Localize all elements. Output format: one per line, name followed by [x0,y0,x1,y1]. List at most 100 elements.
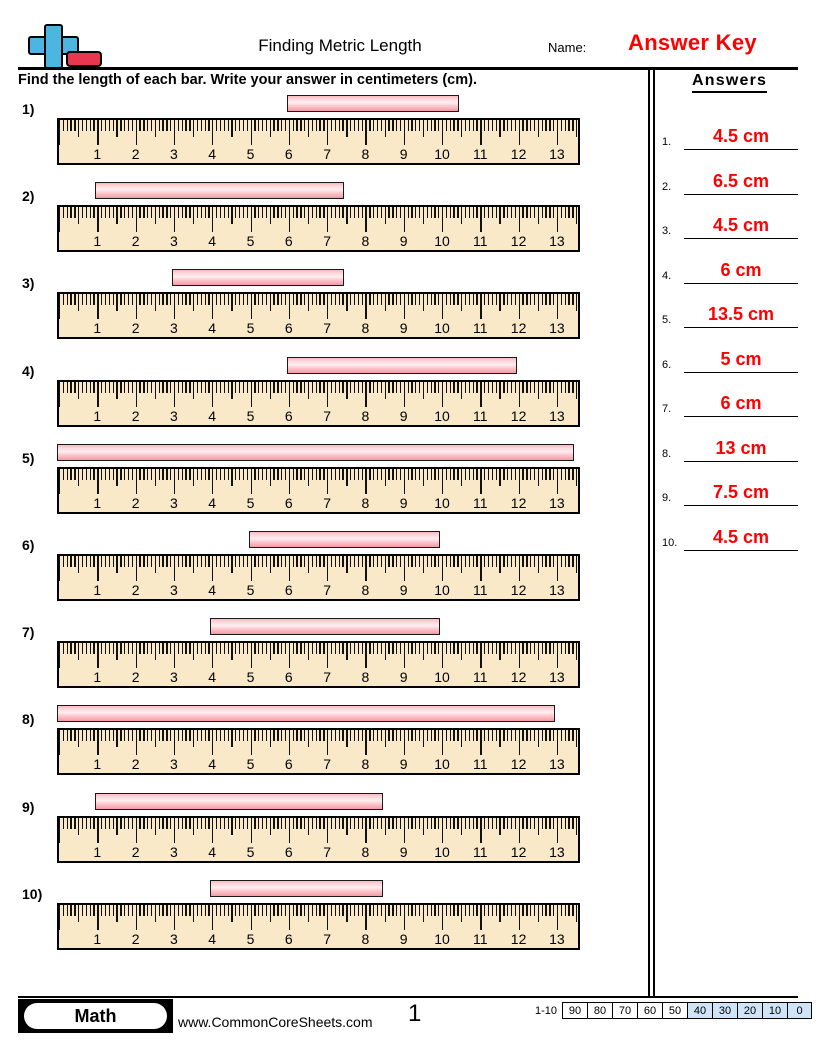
score-cell[interactable]: 0 [787,1002,813,1019]
ruler-tick-half [576,294,578,312]
ruler-tick-mm [273,817,275,829]
ruler-tick-mm [74,468,76,480]
answer-value: 13 cm [715,437,767,458]
answer-write-line[interactable] [684,123,798,150]
score-cell[interactable]: 20 [737,1002,763,1019]
answer-write-line[interactable] [684,257,798,284]
ruler-tick-mm [139,468,141,480]
answer-value: 4.5 cm [712,126,770,146]
answer-write-line[interactable] [684,479,798,506]
ruler-tick-mm [484,817,486,829]
ruler-tick-mm [85,294,88,306]
score-cell[interactable]: 60 [637,1002,663,1019]
ruler-tick-mm [510,556,513,567]
ruler-tick-mm [108,468,111,480]
ruler-tick-half [307,468,310,486]
header-divider [18,67,798,70]
score-cell[interactable]: 40 [687,1002,713,1019]
ruler-tick-mm [93,556,95,567]
ruler-tick-cm [365,207,367,233]
answer-write-line[interactable] [684,212,798,239]
ruler-tick-mm [510,468,513,480]
ruler-tick-mm [85,904,88,916]
ruler-cm-label: 1 [93,930,102,947]
ruler-tick-mm [514,294,517,306]
ruler-tick-mm [273,556,275,567]
answer-write-line[interactable] [684,435,798,462]
answer-write-line[interactable] [684,346,798,373]
ruler-cm-label: 10 [434,669,450,686]
ruler-tick-half [193,381,195,399]
ruler-tick-mm [361,381,363,393]
ruler-tick-half [307,730,310,748]
ruler-tick-mm [265,468,268,480]
ruler-tick-mm [572,730,574,742]
ruler-tick-mm [426,294,428,306]
ruler-tick-mm [85,556,88,567]
ruler-tick-mm [258,904,260,916]
ruler-tick-mm [296,381,298,393]
ruler-tick-mm [522,643,524,655]
ruler-tick-mm [277,730,279,742]
ruler-tick-mm [457,730,459,742]
ruler-tick-mm [85,730,88,742]
worksheet-header: Finding Metric Length Name: Answer Key [0,0,816,69]
ruler-tick-mm [388,904,390,916]
ruler-tick-mm [426,817,428,829]
ruler-tick-mm [568,207,570,219]
ruler-tick-mm [522,904,524,916]
ruler-cm-label: 3 [169,407,178,424]
ruler-tick-half [499,730,501,748]
ruler-tick-mm [112,381,114,393]
ruler-tick-half [307,381,310,399]
ruler-tick-mm [553,468,555,480]
problem-number: 2) [22,188,35,205]
ruler-tick-mm [445,556,448,567]
ruler-cm-label: 4 [208,494,217,511]
ruler-cm-label: 5 [246,930,255,947]
ruler-tick-mm [357,207,360,219]
ruler-tick-cm [135,294,137,320]
answer-write-line[interactable] [684,168,798,195]
ruler-tick-mm [530,294,532,306]
score-cell[interactable]: 80 [587,1002,613,1019]
ruler-tick-half [231,207,233,225]
ruler-tick-mm [177,643,180,655]
ruler-tick-mm [353,381,356,393]
ruler-tick-mm [101,730,103,742]
ruler-tick-mm [139,381,141,393]
ruler-tick-mm [150,294,153,306]
ruler-tick-mm [185,904,187,916]
ruler-tick-mm [334,643,337,655]
score-cell[interactable]: 10 [762,1002,788,1019]
ruler-tick-mm [472,120,474,131]
ruler-tick-mm [124,904,126,916]
score-cell[interactable]: 50 [662,1002,688,1019]
ruler-tick-mm [434,120,436,131]
score-cell[interactable]: 70 [612,1002,638,1019]
ruler-tick-mm [503,730,505,742]
ruler-tick-mm [93,120,95,131]
ruler-tick-cm [288,556,291,581]
ruler-tick-mm [495,817,497,829]
ruler-tick-mm [491,468,494,480]
score-cell[interactable]: 30 [712,1002,738,1019]
ruler-tick-mm [560,120,563,131]
ruler-tick-half [269,294,271,312]
ruler-tick-mm [510,120,513,131]
ruler-tick-half [269,120,271,137]
ruler-tick-mm [399,468,402,480]
answer-write-line[interactable] [684,390,798,417]
ruler-tick-mm [296,817,298,829]
ruler-tick-mm [239,294,241,306]
ruler-tick-mm [380,730,383,742]
ruler-tick-mm [177,468,180,480]
ruler-tick-cm [403,294,405,320]
answer-write-line[interactable] [684,301,798,328]
ruler-cm-label: 7 [323,407,331,424]
ruler-tick-mm [265,294,268,306]
answer-write-line[interactable] [684,524,798,551]
ruler-tick-cm [97,381,99,407]
ruler-tick-mm [315,468,317,480]
score-cell[interactable]: 90 [562,1002,588,1019]
